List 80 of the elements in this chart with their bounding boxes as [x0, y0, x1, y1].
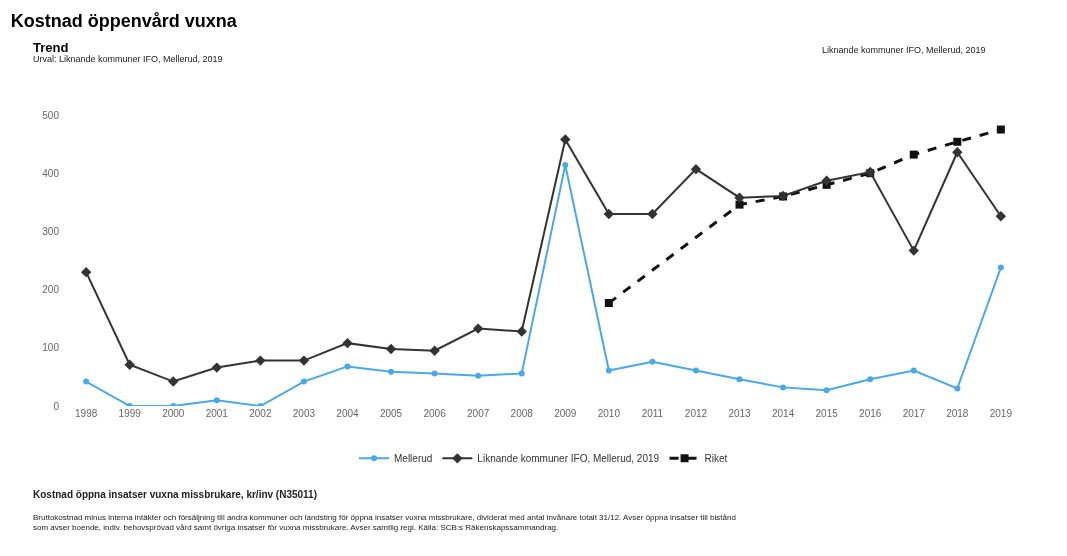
point — [80, 266, 92, 278]
point — [690, 163, 702, 175]
y-tick-label: 500 — [42, 109, 60, 121]
point — [562, 162, 569, 169]
text: Urval: Liknande kommuner IFO, Mellerud, 2019 — [33, 54, 223, 64]
point — [385, 343, 397, 355]
x-tick-label: 1998 — [75, 408, 98, 419]
legend-label: Liknande kommuner IFO, Mellerud, 2019 — [477, 453, 660, 465]
point — [647, 208, 658, 220]
text: Kostnad öppna insatser vuxna missbrukare, kr/inv (N35011) — [33, 489, 317, 500]
y-tick-label: 300 — [42, 225, 60, 237]
y-tick-label: 200 — [42, 284, 60, 296]
point — [472, 323, 484, 334]
point — [388, 368, 395, 375]
x-tick-label: 2014 — [771, 408, 795, 419]
point — [780, 384, 787, 391]
point — [255, 355, 266, 366]
x-tick-label: 2005 — [379, 408, 403, 419]
point — [124, 359, 135, 370]
point — [298, 355, 310, 366]
point — [518, 370, 525, 377]
point — [953, 137, 962, 146]
x-tick-label: 2012 — [684, 408, 708, 419]
point — [952, 147, 963, 158]
point — [604, 298, 613, 307]
chart-title: Kostnad öppenvård vuxna — [10, 10, 238, 31]
point — [213, 397, 220, 404]
point — [954, 385, 961, 392]
point — [83, 378, 90, 385]
point — [344, 363, 351, 370]
x-tick-label: 2000 — [162, 408, 185, 419]
point — [560, 134, 571, 145]
point — [168, 376, 179, 387]
point — [735, 200, 744, 209]
text: Bruttokostnad minus interna intäkter och försäljning till andra kommuner och landsting för öppna insatser vuxna missbrukare, dividerat med antal invånare totalt 31/12. Avser öppna insatser till bistånd som avser boende, indiv. behovsprövad vård samt övriga insatser för vuxna missbrukare. Avser samtlig regi. Källa: SCB:s Räkenskapssammandrag. — [33, 513, 736, 533]
x-tick-label: 2007 — [467, 408, 490, 419]
point — [516, 326, 527, 337]
point — [995, 211, 1007, 222]
point — [996, 125, 1005, 134]
point — [475, 372, 482, 379]
x-tick-label: 2015 — [815, 408, 839, 419]
x-tick-label: 2011 — [641, 408, 664, 419]
x-tick-label: 2019 — [989, 408, 1013, 419]
point — [823, 387, 830, 394]
x-tick-label: 2006 — [423, 408, 447, 419]
point — [909, 150, 918, 159]
point — [300, 378, 307, 385]
y-tick-label: 100 — [42, 342, 60, 354]
x-tick-label: 2010 — [597, 408, 621, 419]
point — [910, 367, 917, 374]
x-tick-label: 2001 — [205, 408, 229, 419]
point — [908, 245, 919, 256]
point — [867, 376, 874, 383]
x-tick-label: 2003 — [292, 408, 316, 419]
point — [734, 192, 745, 203]
point — [431, 370, 438, 377]
point — [997, 264, 1004, 271]
x-tick-label: 2013 — [728, 408, 752, 419]
y-tick-label: 0 — [53, 400, 60, 412]
point — [649, 358, 656, 365]
point — [605, 367, 612, 374]
y-tick-label: 400 — [42, 167, 60, 179]
x-tick-label: 2016 — [859, 408, 882, 419]
x-tick-label: 2008 — [510, 408, 534, 419]
x-tick-label: 2004 — [336, 408, 360, 419]
chart-subtitle: Trend — [33, 40, 69, 55]
point — [211, 362, 223, 373]
point — [821, 175, 832, 186]
point — [692, 367, 699, 374]
x-tick-label: 2009 — [554, 408, 577, 419]
point — [429, 345, 440, 356]
legend-label: Riket — [704, 453, 728, 465]
point — [736, 376, 743, 383]
legend-label: Mellerud — [394, 453, 433, 465]
point — [342, 337, 353, 349]
x-tick-label: 2018 — [946, 408, 969, 419]
x-tick-label: 2017 — [902, 408, 926, 419]
text: Liknande kommuner IFO, Mellerud, 2019 — [822, 45, 986, 55]
x-tick-label: 1999 — [118, 408, 142, 419]
x-tick-label: 2002 — [249, 408, 272, 419]
